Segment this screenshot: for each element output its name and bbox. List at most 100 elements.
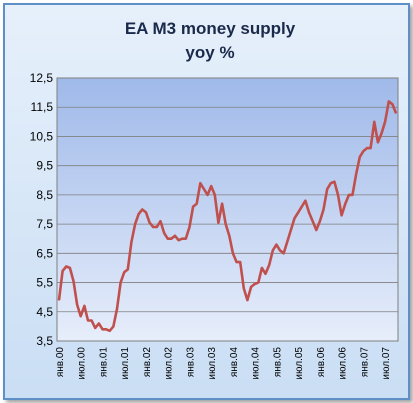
y-tick-label: 8,5 <box>36 188 53 202</box>
data-point <box>344 203 346 205</box>
data-point <box>283 252 285 254</box>
data-point <box>286 241 288 243</box>
data-point <box>80 315 82 317</box>
y-tick-label: 10,5 <box>30 129 54 143</box>
y-tick-label: 4,5 <box>36 305 53 319</box>
data-point <box>87 319 89 322</box>
data-point <box>156 226 158 228</box>
data-point <box>308 211 310 214</box>
data-point <box>214 194 216 196</box>
data-point <box>333 181 335 183</box>
data-point <box>83 305 85 307</box>
data-point <box>199 182 201 184</box>
data-point <box>109 330 111 332</box>
data-point <box>268 264 270 266</box>
data-point <box>312 220 314 222</box>
data-point <box>148 222 151 224</box>
x-tick-label: янв.07 <box>359 347 370 378</box>
data-point <box>138 213 140 215</box>
data-point <box>206 194 209 196</box>
data-point <box>348 194 350 196</box>
data-point <box>351 194 354 196</box>
data-point <box>163 232 165 234</box>
x-axis-ticks: янв.00 июл.00 янв.01 июл.01 янв.02 июл.02 янв.… <box>55 347 392 380</box>
data-point <box>257 281 259 284</box>
data-point <box>185 238 187 240</box>
data-point <box>130 241 133 243</box>
data-point <box>159 220 162 222</box>
data-point <box>319 220 321 222</box>
x-tick-label: июл.07 <box>381 347 392 380</box>
data-point <box>362 150 364 152</box>
x-tick-label: янв.05 <box>272 347 283 378</box>
data-point <box>232 252 234 254</box>
data-point <box>152 226 154 228</box>
y-tick-label: 3,5 <box>36 334 53 348</box>
data-point <box>192 205 194 208</box>
data-point <box>217 222 220 224</box>
x-tick-label: июл.02 <box>164 347 175 380</box>
data-point <box>221 203 223 205</box>
chart-subtitle: yoy % <box>185 43 234 62</box>
data-point <box>134 223 136 225</box>
data-point <box>337 194 339 196</box>
y-tick-label: 5,5 <box>36 276 53 290</box>
data-point <box>91 319 93 322</box>
data-point <box>243 287 245 289</box>
data-point <box>116 308 118 310</box>
y-tick-label: 9,5 <box>36 159 53 173</box>
x-tick-label: июл.06 <box>338 347 349 380</box>
data-point <box>275 243 278 246</box>
data-point <box>105 328 107 330</box>
data-point <box>188 226 191 228</box>
data-point <box>225 223 227 225</box>
data-point <box>395 112 397 114</box>
x-tick-label: июл.01 <box>120 347 131 380</box>
data-point <box>330 182 332 184</box>
data-point <box>279 249 281 252</box>
data-point <box>380 132 383 135</box>
data-point <box>170 238 172 240</box>
data-point <box>293 217 296 219</box>
data-point <box>388 100 390 102</box>
data-point <box>261 267 263 269</box>
series-layer <box>57 100 398 333</box>
data-point <box>177 239 180 241</box>
x-tick-label: янв.03 <box>185 347 196 378</box>
data-point <box>120 281 122 284</box>
data-point <box>65 265 67 268</box>
x-tick-label: янв.02 <box>142 347 153 378</box>
x-tick-label: июл.04 <box>251 347 262 380</box>
data-point <box>304 200 307 202</box>
data-point <box>127 268 129 271</box>
data-point <box>341 214 343 216</box>
data-point <box>58 299 60 301</box>
data-point <box>210 185 212 187</box>
data-point <box>373 121 375 123</box>
x-tick-label: янв.04 <box>229 347 240 378</box>
data-point <box>145 211 147 214</box>
plot-area <box>56 77 399 342</box>
x-tick-label: июл.00 <box>77 347 88 380</box>
data-point <box>250 286 252 288</box>
data-point <box>181 238 183 240</box>
gridlines <box>57 77 398 342</box>
data-point <box>141 208 143 211</box>
x-tick-label: янв.06 <box>316 347 327 378</box>
data-point <box>272 249 274 252</box>
y-axis-ticks: 3,5 4,5 5,5 6,5 7,5 8,5 9,5 10,5 11,5 12,5 <box>30 71 54 348</box>
data-point <box>366 147 368 149</box>
data-point <box>301 205 303 208</box>
data-point <box>76 303 78 306</box>
data-point <box>355 173 357 176</box>
data-point <box>112 325 114 327</box>
data-point <box>297 211 299 214</box>
data-point <box>101 328 104 330</box>
y-tick-label: 7,5 <box>36 217 53 231</box>
x-tick-label: июл.03 <box>207 347 218 380</box>
data-point <box>62 270 64 272</box>
data-point <box>391 103 393 105</box>
data-point <box>315 229 317 231</box>
data-point <box>167 238 169 240</box>
data-point <box>377 141 379 143</box>
